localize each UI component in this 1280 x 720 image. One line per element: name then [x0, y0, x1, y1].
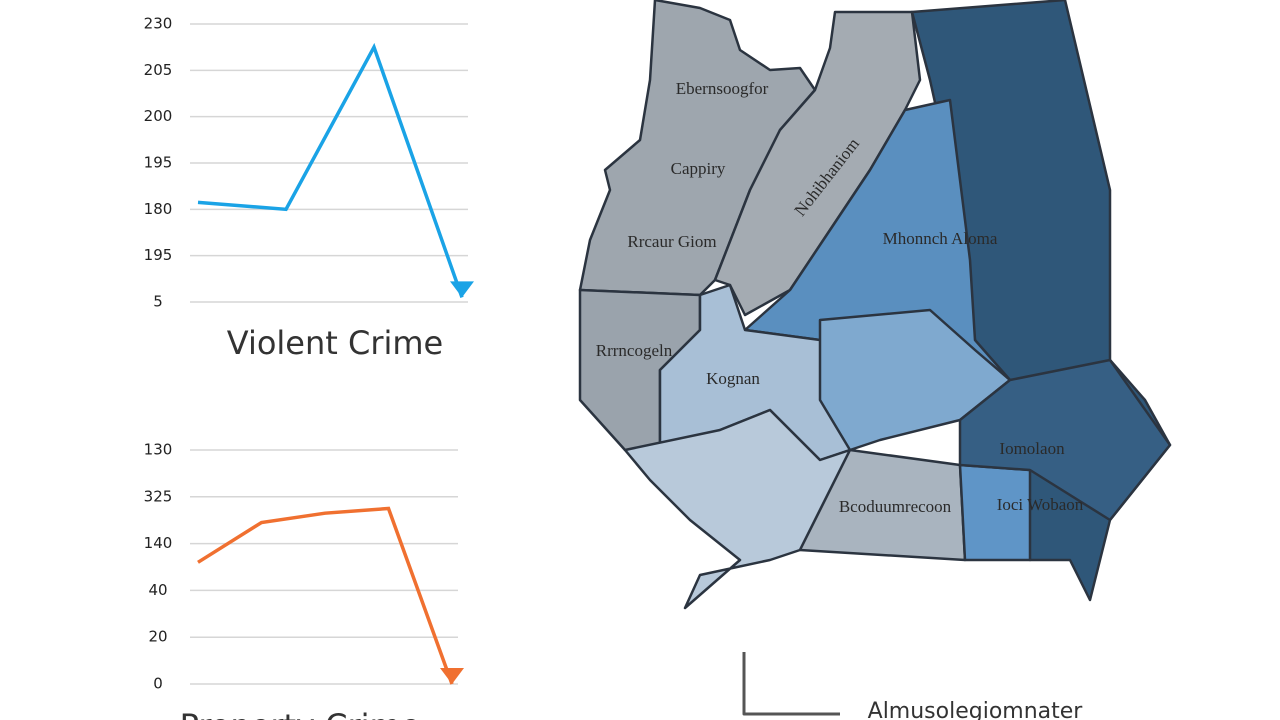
- y-tick-label: 20: [148, 628, 167, 646]
- map-label: Iomolaon: [999, 439, 1065, 458]
- y-tick-label: 0: [153, 675, 163, 693]
- line: [197, 42, 464, 298]
- map-label: Ioci Wobaon: [997, 495, 1084, 514]
- y-tick-label: 230: [144, 15, 173, 33]
- y-tick-label: 130: [144, 441, 173, 459]
- arrow-head: [450, 281, 474, 298]
- y-tick-label: 195: [144, 246, 173, 264]
- y-tick-label: 195: [144, 154, 173, 172]
- y-tick-label: 205: [144, 61, 173, 79]
- line: [197, 506, 454, 685]
- map: [578, 0, 1172, 716]
- legend-bracket: [742, 652, 840, 716]
- map-label: Mhonnch Aloma: [883, 229, 998, 248]
- region: [958, 358, 1172, 522]
- map-label: Cappiry: [671, 159, 726, 178]
- map-label: Kognan: [706, 369, 760, 388]
- chart-title: Property Crime: [180, 707, 421, 720]
- map-legend: Almusolegiomnater: [868, 699, 1084, 720]
- y-tick-label: 180: [144, 200, 173, 218]
- map-label: Bcoduumrecoon: [839, 497, 952, 516]
- y-tick-label: 5: [153, 293, 163, 311]
- map-label: Ebernsoogfor: [676, 79, 769, 98]
- region: [713, 10, 922, 317]
- map-label: Rrcaur Giom: [627, 232, 716, 251]
- map-label: Rrrncogeln: [596, 341, 673, 360]
- region: [623, 408, 852, 610]
- y-tick-label: 40: [148, 581, 167, 599]
- y-tick-label: 325: [144, 487, 173, 505]
- chart-title: Violent Crime: [227, 324, 443, 362]
- y-tick-label: 140: [144, 534, 173, 552]
- arrow-head: [440, 668, 464, 684]
- y-tick-label: 200: [144, 107, 173, 125]
